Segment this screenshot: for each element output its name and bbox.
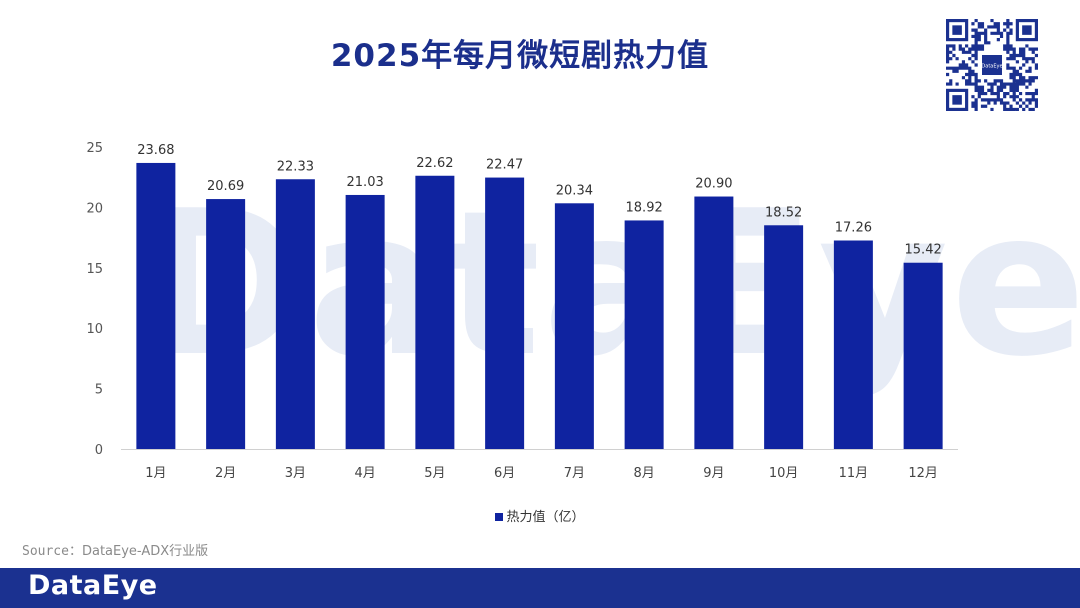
bar xyxy=(345,194,385,449)
qr-finder-center xyxy=(1022,25,1032,35)
chart-title: 2025年每月微短剧热力值 xyxy=(330,38,710,74)
data-label: 20.69 xyxy=(207,179,244,194)
legend-swatch xyxy=(495,512,504,521)
x-tick-label: 7月 xyxy=(564,466,585,481)
x-tick-label: 4月 xyxy=(354,466,375,481)
bar xyxy=(206,199,246,449)
y-tick-label: 0 xyxy=(95,443,103,458)
data-label: 18.92 xyxy=(626,200,663,215)
x-tick-label: 9月 xyxy=(703,466,724,481)
source-label: Source： xyxy=(22,544,82,559)
x-tick-label: 12月 xyxy=(908,466,938,481)
qr-code: DataEye xyxy=(946,19,1038,111)
qr-finder xyxy=(946,19,969,42)
x-tick-label: 10月 xyxy=(769,466,799,481)
x-tick-label: 11月 xyxy=(839,466,869,481)
bar xyxy=(903,262,943,449)
data-label: 15.42 xyxy=(905,243,942,258)
source-note: Source：DataEye-ADX行业版 xyxy=(22,540,208,559)
qr-finder-center xyxy=(952,25,962,35)
bar xyxy=(694,196,734,449)
bar-chart: 0 5 10 15 20 25 23.68 1月 20.69 2月 22.33 3月 21.03 4月 22… xyxy=(86,141,958,481)
qr-finder xyxy=(1015,19,1038,42)
qr-finder xyxy=(946,88,969,111)
qr-finder-center xyxy=(952,95,962,105)
y-tick-label: 5 xyxy=(95,383,103,398)
data-label: 22.33 xyxy=(277,159,314,174)
data-label: 17.26 xyxy=(835,220,872,235)
data-label: 20.34 xyxy=(556,183,593,198)
data-label: 22.47 xyxy=(486,158,523,173)
x-tick-label: 2月 xyxy=(215,466,236,481)
bar xyxy=(833,240,873,449)
data-label: 21.03 xyxy=(347,175,384,190)
x-tick-label: 1月 xyxy=(145,466,166,481)
qr-modules xyxy=(946,19,1038,111)
qr-logo xyxy=(982,55,1002,75)
x-tick-label: 6月 xyxy=(494,466,515,481)
bar xyxy=(624,220,664,449)
data-label: 20.90 xyxy=(695,177,732,192)
data-label: 23.68 xyxy=(137,143,174,158)
footer-bar: DataEye xyxy=(0,568,1080,608)
x-tick-label: 8月 xyxy=(633,466,654,481)
y-tick-label: 10 xyxy=(86,322,103,337)
bar xyxy=(415,175,455,449)
chart-legend: 热力值（亿） xyxy=(0,506,1080,525)
data-label: 22.62 xyxy=(416,156,453,171)
qr-logo-text: DataEye xyxy=(981,64,1002,70)
source-value: DataEye-ADX行业版 xyxy=(81,544,209,559)
bar xyxy=(554,203,594,449)
data-label: 18.52 xyxy=(765,205,802,220)
legend-label: 热力值（亿） xyxy=(506,510,585,525)
bar xyxy=(136,162,176,449)
y-tick-label: 25 xyxy=(86,141,103,156)
bar xyxy=(485,177,525,450)
y-tick-label: 20 xyxy=(86,201,103,216)
bar xyxy=(764,225,804,449)
bar xyxy=(275,179,315,449)
x-tick-label: 5月 xyxy=(424,466,445,481)
footer-logo: DataEye xyxy=(28,570,158,601)
y-tick-label: 15 xyxy=(86,262,103,277)
x-tick-label: 3月 xyxy=(285,466,306,481)
